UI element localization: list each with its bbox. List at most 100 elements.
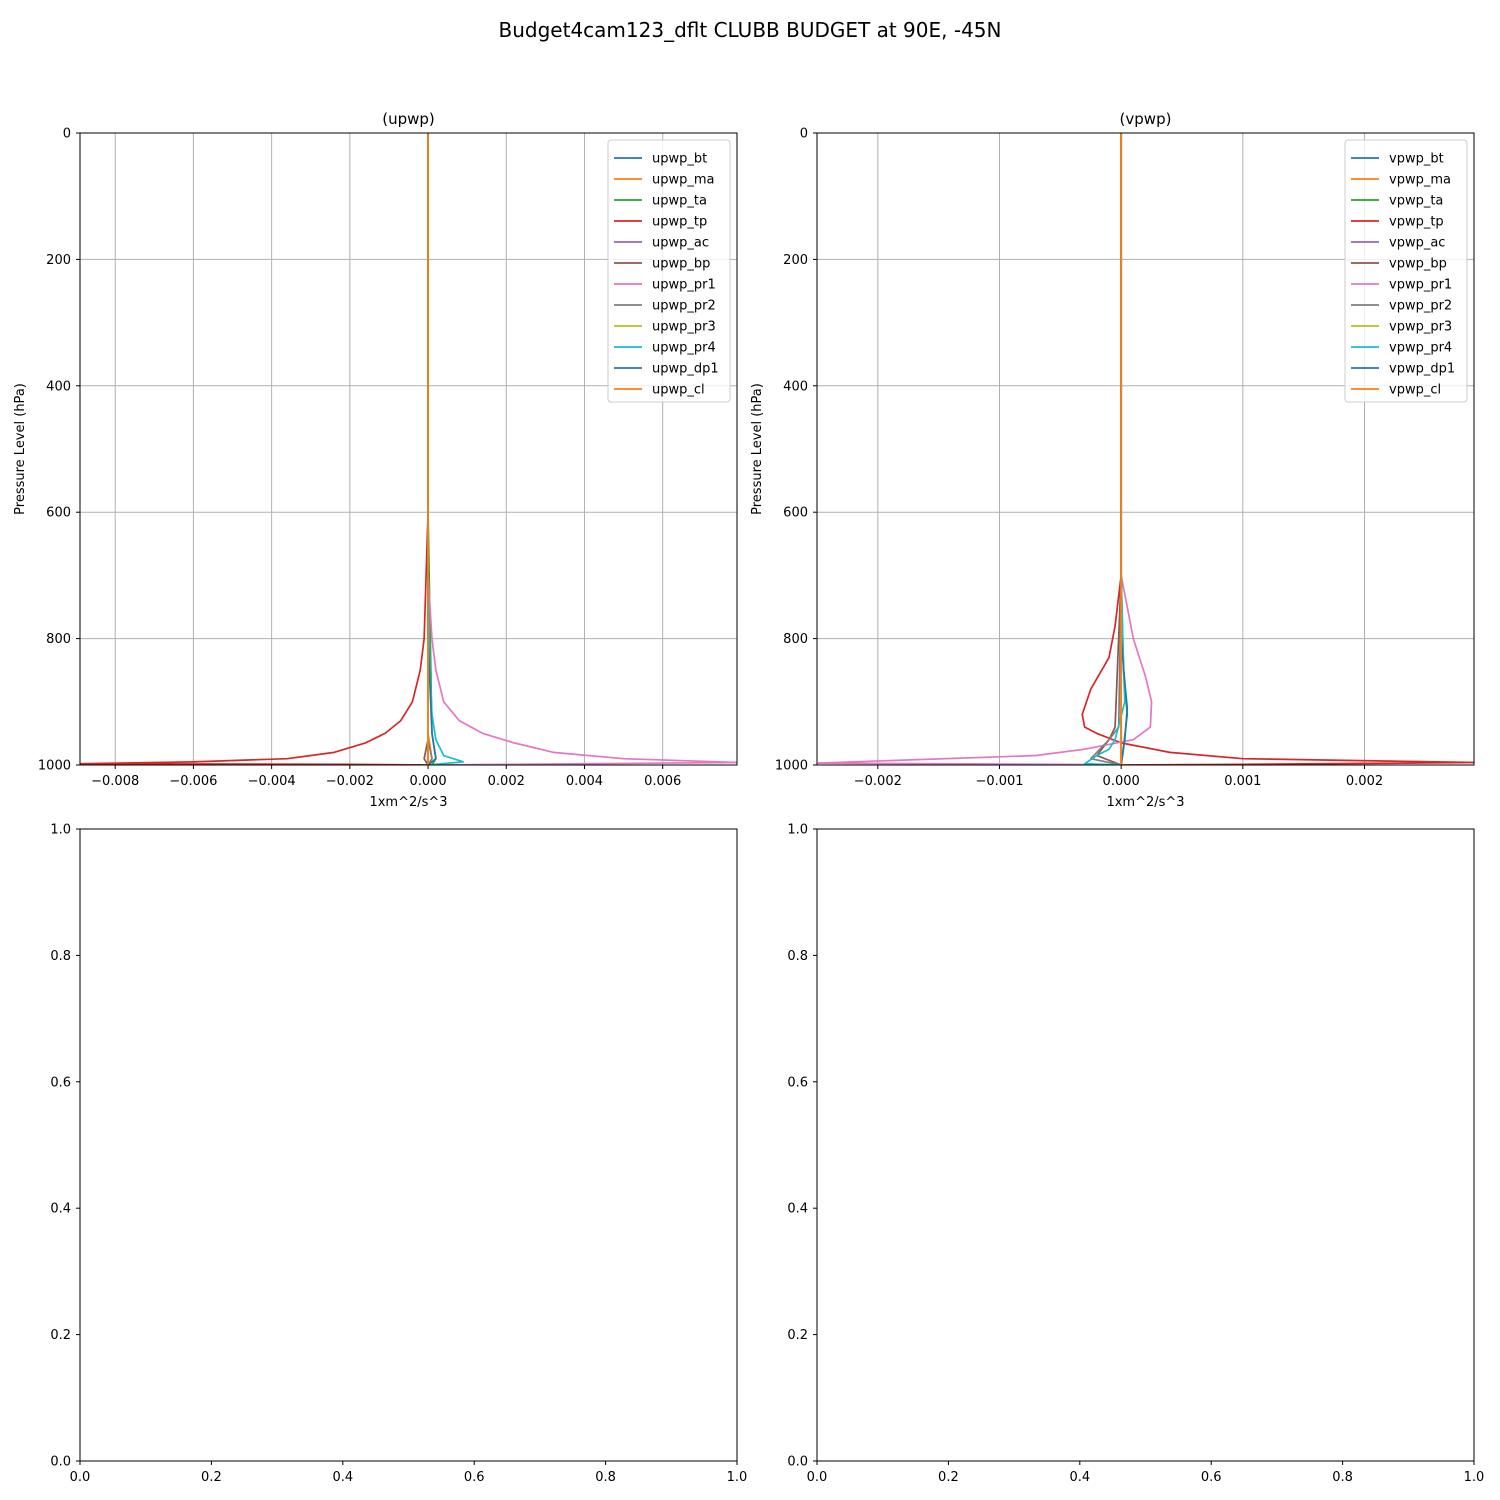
y-tick-label: 0.0 — [50, 1455, 71, 1470]
x-tick-label: 0.2 — [201, 1470, 222, 1485]
subplot-vpwp: −0.002 −0.001 0.000 0.001 0.002 0 200 400 600 800… — [750, 110, 1475, 810]
legend-entry-vpwp_dp1: vpwp_dp1 — [1389, 362, 1455, 377]
x-tick-label: 1.0 — [727, 1470, 748, 1485]
x-tick-label: 0.002 — [488, 774, 525, 789]
legend-box — [607, 139, 731, 403]
figure-title: Budget4cam123_dflt CLUBB BUDGET at 90E, … — [499, 18, 1002, 42]
y-tick-label: 200 — [783, 253, 808, 268]
legend-entry-upwp_cl: upwp_cl — [652, 383, 705, 398]
x-tick-label: 0.000 — [1103, 774, 1140, 789]
legend-entry-upwp_pr3: upwp_pr3 — [652, 320, 716, 335]
y-tick-label: 0.8 — [50, 949, 71, 964]
legend-entry-upwp_ac: upwp_ac — [652, 236, 709, 251]
x-tick-label: −0.002 — [326, 774, 374, 789]
legend: vpwp_bt vpwp_ma vpwp_ta vpwp_tp vpwp_ac vpwp_… — [1344, 139, 1468, 403]
legend-entry-vpwp_pr1: vpwp_pr1 — [1389, 278, 1452, 293]
legend-entry-vpwp_ma: vpwp_ma — [1389, 173, 1451, 188]
axes-frame — [816, 828, 1475, 1462]
legend-entry-vpwp_bp: vpwp_bp — [1389, 257, 1447, 272]
legend-entry-upwp_pr2: upwp_pr2 — [652, 299, 716, 314]
legend-entry-vpwp_ta: vpwp_ta — [1389, 194, 1443, 209]
y-tick-label: 0.6 — [50, 1075, 71, 1090]
axes-frame — [816, 132, 1475, 766]
x-tick-label: 0.2 — [938, 1470, 959, 1485]
legend-entry-upwp_dp1: upwp_dp1 — [652, 362, 719, 377]
axes-frame — [79, 132, 738, 766]
legend-entry-upwp_ma: upwp_ma — [652, 173, 715, 188]
x-tick-label: 0.8 — [1332, 1470, 1353, 1485]
x-tick-label: 0.6 — [1201, 1470, 1222, 1485]
subplot-title: (upwp) — [382, 110, 435, 128]
y-tick-label: 1000 — [38, 759, 71, 774]
y-tick-label: 200 — [46, 253, 71, 268]
y-tick-label: 0.6 — [787, 1075, 808, 1090]
y-tick-label: 0 — [800, 127, 808, 142]
legend-entry-upwp_bp: upwp_bp — [652, 257, 710, 272]
y-axis-label: Pressure Level (hPa) — [13, 383, 28, 515]
series-group — [817, 133, 1474, 765]
legend-entry-upwp_tp: upwp_tp — [652, 215, 707, 230]
x-tick-label: −0.008 — [91, 774, 139, 789]
legend-entry-vpwp_pr2: vpwp_pr2 — [1389, 299, 1452, 314]
y-tick-label: 0.2 — [50, 1328, 71, 1343]
x-tick-label: −0.002 — [854, 774, 902, 789]
series-group — [80, 133, 737, 765]
x-tick-label: 0.6 — [464, 1470, 485, 1485]
x-tick-label: 0.001 — [1224, 774, 1261, 789]
series-line-vpwp_tp — [1081, 133, 1474, 765]
subplot-empty-bottom-right: 0.0 0.2 0.4 0.6 0.8 1.0 0.0 0.2 0.4 0.6 0.8 1.0 — [787, 823, 1484, 1486]
y-tick-label: 1000 — [775, 759, 808, 774]
x-tick-label: 0.8 — [595, 1470, 616, 1485]
series-line-upwp_tp — [80, 133, 429, 765]
x-tick-label: 0.0 — [70, 1470, 91, 1485]
x-axis-label: 1xm^2/s^3 — [369, 795, 447, 810]
y-tick-label: 0.8 — [787, 949, 808, 964]
y-tick-label: 1.0 — [50, 823, 71, 838]
legend-entry-upwp_pr4: upwp_pr4 — [652, 341, 716, 356]
legend-entry-vpwp_cl: vpwp_cl — [1389, 383, 1441, 398]
x-tick-label: 0.4 — [1069, 1470, 1090, 1485]
series-line-upwp_pr1 — [427, 133, 737, 765]
legend-box — [1344, 139, 1468, 403]
x-axis-label: 1xm^2/s^3 — [1106, 795, 1184, 810]
x-tick-label: 0.006 — [644, 774, 681, 789]
legend-entry-upwp_pr1: upwp_pr1 — [652, 278, 716, 293]
series-line-vpwp_pr1 — [817, 133, 1153, 765]
y-tick-label: 800 — [783, 632, 808, 647]
legend: upwp_bt upwp_ma upwp_ta upwp_tp upwp_ac upwp_… — [607, 139, 731, 403]
y-tick-label: 0.0 — [787, 1455, 808, 1470]
x-tick-label: 1.0 — [1464, 1470, 1485, 1485]
axes-frame — [79, 828, 738, 1462]
subplot-empty-bottom-left: 0.0 0.2 0.4 0.6 0.8 1.0 0.0 0.2 0.4 0.6 0.8 1.0 — [50, 823, 747, 1486]
x-tick-label: 0.002 — [1346, 774, 1383, 789]
x-tick-label: 0.0 — [807, 1470, 828, 1485]
subplot-upwp: −0.008 −0.006 −0.004 −0.002 0.000 0.002 0.004 0… — [13, 110, 738, 810]
x-tick-label: 0.000 — [409, 774, 446, 789]
x-tick-label: 0.4 — [332, 1470, 353, 1485]
legend-entry-vpwp_ac: vpwp_ac — [1389, 236, 1445, 251]
subplot-title: (vpwp) — [1120, 110, 1172, 128]
legend-entry-vpwp_pr4: vpwp_pr4 — [1389, 341, 1452, 356]
x-tick-label: −0.006 — [169, 774, 217, 789]
x-tick-label: −0.004 — [248, 774, 296, 789]
y-tick-label: 400 — [783, 379, 808, 394]
y-tick-label: 0.4 — [787, 1202, 808, 1217]
y-tick-label: 600 — [46, 506, 71, 521]
y-tick-label: 0.4 — [50, 1202, 71, 1217]
x-tick-label: −0.001 — [975, 774, 1023, 789]
y-tick-label: 800 — [46, 632, 71, 647]
legend-entry-upwp_bt: upwp_bt — [652, 152, 707, 167]
x-tick-label: 0.004 — [566, 774, 603, 789]
y-tick-label: 400 — [46, 379, 71, 394]
y-tick-label: 0.2 — [787, 1328, 808, 1343]
legend-entry-vpwp_pr3: vpwp_pr3 — [1389, 320, 1452, 335]
legend-entry-upwp_ta: upwp_ta — [652, 194, 707, 209]
y-axis-label: Pressure Level (hPa) — [750, 383, 765, 515]
y-tick-label: 0 — [63, 127, 71, 142]
legend-entry-vpwp_tp: vpwp_tp — [1389, 215, 1444, 230]
legend-entry-vpwp_bt: vpwp_bt — [1389, 152, 1444, 167]
y-tick-label: 600 — [783, 506, 808, 521]
y-tick-label: 1.0 — [787, 823, 808, 838]
